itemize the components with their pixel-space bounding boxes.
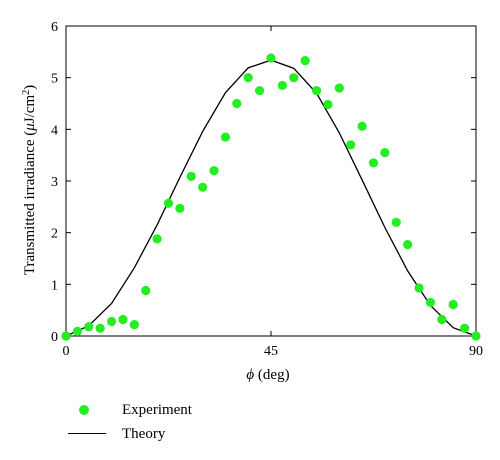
x-tick-label: 90 [469,344,483,359]
experiment-point [380,147,390,158]
experiment-point [346,140,356,150]
legend-item-experiment: Experiment [66,398,266,422]
experiment-point [448,299,458,310]
experiment-point [163,198,174,208]
experiment-point [391,217,401,227]
legend: Experiment Theory [66,398,266,446]
y-tick-label: 5 [51,72,58,87]
experiment-point [368,158,379,168]
experiment-point [255,85,265,96]
experiment-point [266,53,276,63]
axes [65,25,477,337]
y-tick-label: 6 [51,20,58,35]
series [61,53,481,341]
y-tick-label: 1 [51,278,58,293]
experiment-point [106,316,117,327]
legend-label-experiment: Experiment [122,401,192,418]
plot-frame [65,25,477,337]
experiment-point [323,99,333,110]
legend-marker-theory [66,424,110,444]
experiment-point [357,121,367,131]
experiment-point [437,314,447,325]
x-tick-label: 45 [264,344,278,359]
experiment-point [277,80,287,91]
y-tick-label: 4 [51,123,58,138]
experiment-point [220,132,231,142]
experiment-point [72,326,82,336]
experiment-point [300,56,310,66]
experiment-point [209,166,219,176]
y-tick-label: 2 [51,227,58,242]
experiment-point [414,283,424,293]
experiment-point [403,239,413,250]
experiment-point [175,203,185,213]
experiment-point [61,331,71,341]
x-axis-label: ϕ (deg) [246,367,289,383]
experiment-point [186,171,196,181]
y-tick-label: 0 [51,330,58,345]
experiment-point [460,323,470,333]
legend-marker-experiment [66,400,110,420]
x-tick-label: 0 [63,344,70,359]
experiment-point [118,314,128,325]
experiment-point [311,85,322,96]
legend-line-icon [68,433,106,434]
experiment-point [232,98,242,109]
legend-item-theory: Theory [66,422,266,446]
experiment-point [425,297,436,308]
experiment-point [95,323,105,333]
y-tick-label: 3 [51,175,58,190]
experiment-point [198,182,208,192]
legend-label-theory: Theory [122,425,166,442]
experiment-point [334,83,344,93]
y-axis-label: Transmitted irradiance (μJ/cm2) [21,85,39,275]
experiment-point [471,331,481,341]
experiment-point [289,73,299,83]
experiment-point [152,234,162,244]
experiment-point [129,320,139,330]
experiment-point [243,73,253,83]
experiment-point [141,285,151,296]
legend-dot-icon [79,405,89,415]
experiment-point [84,322,94,332]
theory-line [65,59,477,337]
